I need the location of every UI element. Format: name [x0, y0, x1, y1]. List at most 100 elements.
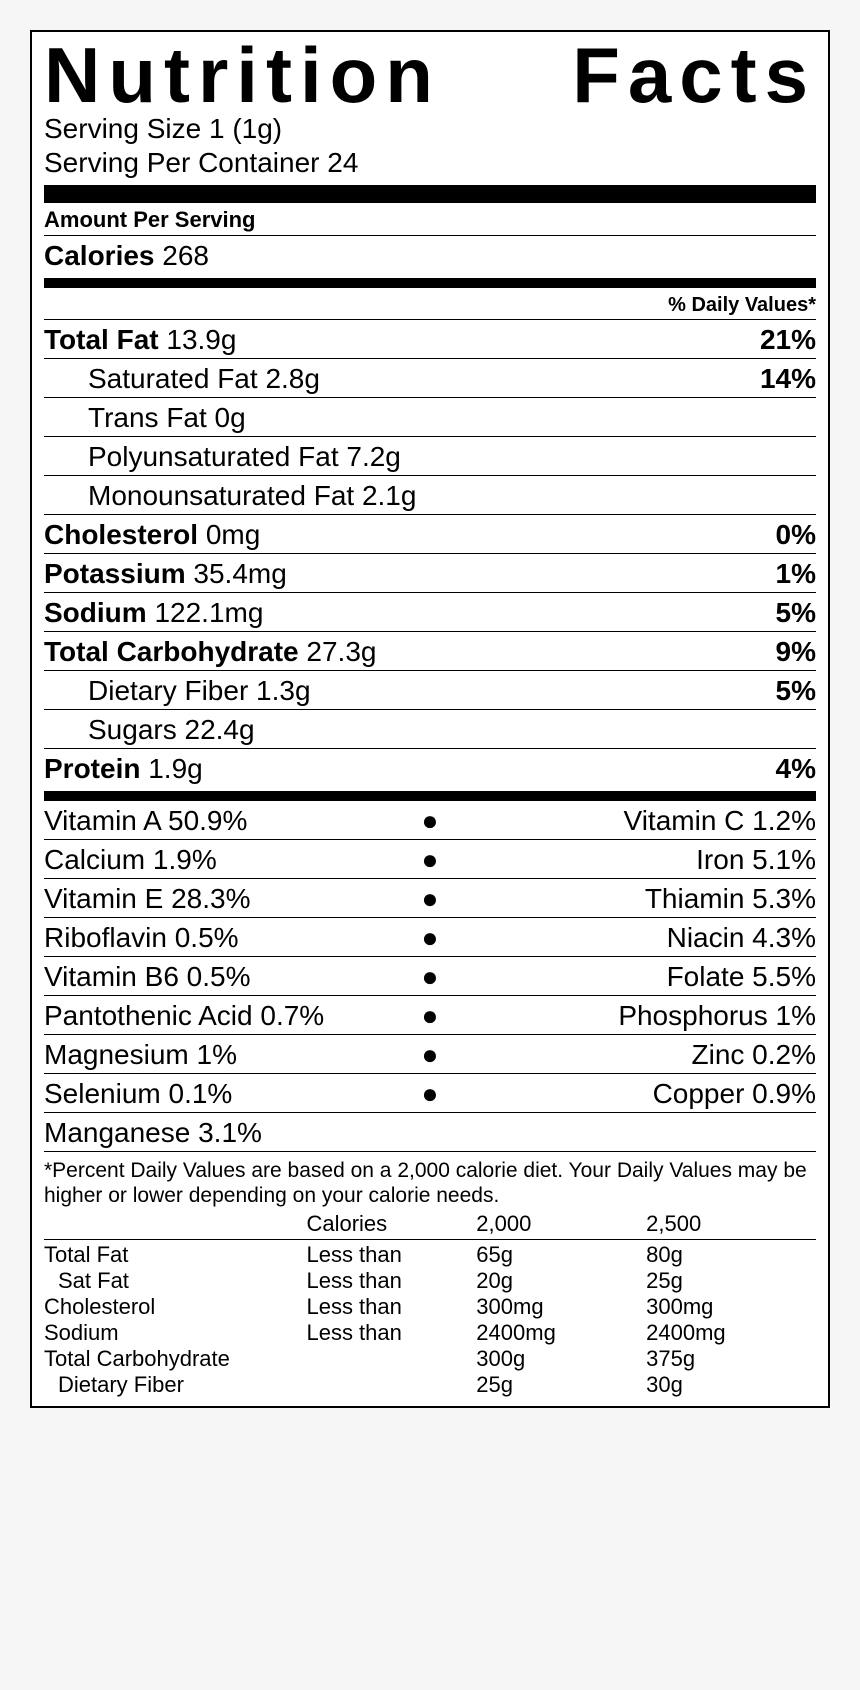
- nutrient-value: 35.4mg: [193, 558, 286, 589]
- calories-value: 268: [162, 240, 209, 271]
- nutrient-left: Total Fat 13.9g: [44, 324, 236, 356]
- nutrient-label: Monounsaturated Fat: [88, 480, 362, 511]
- panel-title: Nutrition Facts: [44, 38, 816, 112]
- ref-table-rows: Total FatLess than65g80gSat FatLess than…: [44, 1242, 816, 1398]
- footnote: *Percent Daily Values are based on a 2,0…: [44, 1152, 816, 1210]
- nutrient-label: Potassium: [44, 558, 193, 589]
- ref-c1: Cholesterol: [44, 1294, 306, 1320]
- ref-table-row: Dietary Fiber25g30g: [44, 1372, 816, 1398]
- ref-c1: Dietary Fiber: [44, 1372, 306, 1398]
- vitamin-right: Iron 5.1%: [440, 844, 816, 876]
- vitamin-row: Vitamin E 28.3%●Thiamin 5.3%: [44, 879, 816, 917]
- nutrient-label: Total Fat: [44, 324, 166, 355]
- nutrient-label: Sugars: [88, 714, 185, 745]
- ref-table-row: Total Carbohydrate 300g375g: [44, 1346, 816, 1372]
- nutrient-label: Cholesterol: [44, 519, 206, 550]
- dv-header: % Daily Values*: [44, 288, 816, 319]
- vitamins-list: Vitamin A 50.9%●Vitamin C 1.2%Calcium 1.…: [44, 801, 816, 1151]
- nutrient-row: Trans Fat 0g: [44, 398, 816, 436]
- nutrient-label: Total Carbohydrate: [44, 636, 306, 667]
- ref-h3: 2,000: [476, 1211, 646, 1237]
- calories-cell: Calories 268: [44, 240, 209, 272]
- servings-per-label: Serving Per Container: [44, 147, 319, 178]
- ref-c3: 300mg: [476, 1294, 646, 1320]
- ref-table-row: SodiumLess than2400mg2400mg: [44, 1320, 816, 1346]
- servings-per-value: 24: [327, 147, 358, 178]
- nutrient-left: Cholesterol 0mg: [44, 519, 260, 551]
- vitamin-left: Vitamin B6 0.5%: [44, 961, 420, 993]
- ref-c4: 375g: [646, 1346, 816, 1372]
- nutrient-row: Protein 1.9g 4%: [44, 749, 816, 787]
- nutrient-dv: 9%: [776, 636, 816, 668]
- bullet-icon: ●: [420, 1078, 440, 1110]
- vitamin-left: Vitamin E 28.3%: [44, 883, 420, 915]
- ref-c3: 65g: [476, 1242, 646, 1268]
- serving-size-value: 1 (1g): [209, 113, 282, 144]
- nutrient-dv: 14%: [760, 363, 816, 395]
- vitamin-row: Pantothenic Acid 0.7%●Phosphorus 1%: [44, 996, 816, 1034]
- nutrient-value: 2.8g: [265, 363, 320, 394]
- nutrient-left: Sugars 22.4g: [44, 714, 255, 746]
- vitamin-right: Copper 0.9%: [440, 1078, 816, 1110]
- vitamin-right: Folate 5.5%: [440, 961, 816, 993]
- nutrient-row: Total Fat 13.9g 21%: [44, 320, 816, 358]
- nutrient-label: Protein: [44, 753, 148, 784]
- nutrients-list: Total Fat 13.9g21%Saturated Fat 2.8g14%T…: [44, 319, 816, 787]
- vitamin-left: Manganese 3.1%: [44, 1117, 420, 1149]
- ref-c2: Less than: [306, 1294, 476, 1320]
- nutrient-left: Sodium 122.1mg: [44, 597, 263, 629]
- nutrient-dv: 5%: [776, 597, 816, 629]
- nutrient-label: Sodium: [44, 597, 154, 628]
- nutrient-value: 27.3g: [306, 636, 376, 667]
- nutrient-label: Polyunsaturated Fat: [88, 441, 346, 472]
- nutrient-row: Polyunsaturated Fat 7.2g: [44, 437, 816, 475]
- vitamin-row: Riboflavin 0.5%●Niacin 4.3%: [44, 918, 816, 956]
- ref-table-row: CholesterolLess than300mg300mg: [44, 1294, 816, 1320]
- ref-c1: Total Fat: [44, 1242, 306, 1268]
- vitamin-left: Magnesium 1%: [44, 1039, 420, 1071]
- vitamin-row: Calcium 1.9%●Iron 5.1%: [44, 840, 816, 878]
- reference-table: Calories 2,000 2,500 Total FatLess than6…: [44, 1211, 816, 1398]
- ref-c3: 2400mg: [476, 1320, 646, 1346]
- nutrient-left: Trans Fat 0g: [44, 402, 246, 434]
- ref-c1: Sat Fat: [44, 1268, 306, 1294]
- bullet-icon: ●: [420, 883, 440, 915]
- nutrient-label: Dietary Fiber: [88, 675, 256, 706]
- ref-c1: Sodium: [44, 1320, 306, 1346]
- nutrient-dv: 21%: [760, 324, 816, 356]
- vitamin-left: Calcium 1.9%: [44, 844, 420, 876]
- ref-h2: Calories: [306, 1211, 476, 1237]
- ref-c3: 300g: [476, 1346, 646, 1372]
- vitamin-row: Vitamin B6 0.5%●Folate 5.5%: [44, 957, 816, 995]
- nutrient-row: Monounsaturated Fat 2.1g: [44, 476, 816, 514]
- ref-c3: 20g: [476, 1268, 646, 1294]
- nutrient-value: 2.1g: [362, 480, 417, 511]
- bullet-icon: ●: [420, 805, 440, 837]
- nutrient-value: 1.9g: [148, 753, 203, 784]
- nutrient-dv: 4%: [776, 753, 816, 785]
- nutrient-left: Potassium 35.4mg: [44, 558, 287, 590]
- nutrient-left: Dietary Fiber 1.3g: [44, 675, 311, 707]
- ref-c2: Less than: [306, 1268, 476, 1294]
- ref-table-row: Sat FatLess than20g25g: [44, 1268, 816, 1294]
- divider-med: [44, 791, 816, 801]
- vitamin-row: Magnesium 1%●Zinc 0.2%: [44, 1035, 816, 1073]
- nutrient-left: Polyunsaturated Fat 7.2g: [44, 441, 401, 473]
- bullet-icon: ●: [420, 844, 440, 876]
- nutrient-left: Total Carbohydrate 27.3g: [44, 636, 376, 668]
- nutrient-dv: 0%: [776, 519, 816, 551]
- ref-c3: 25g: [476, 1372, 646, 1398]
- ref-table-header: Calories 2,000 2,500: [44, 1211, 816, 1240]
- divider-thick: [44, 185, 816, 203]
- nutrient-row: Sodium 122.1mg 5%: [44, 593, 816, 631]
- ref-c1: Total Carbohydrate: [44, 1346, 306, 1372]
- ref-c2: [306, 1372, 476, 1398]
- ref-c4: 80g: [646, 1242, 816, 1268]
- bullet-icon: ●: [420, 961, 440, 993]
- ref-table-row: Total FatLess than65g80g: [44, 1242, 816, 1268]
- vitamin-left: Vitamin A 50.9%: [44, 805, 420, 837]
- bullet-icon: ●: [420, 1039, 440, 1071]
- vitamin-row: Vitamin A 50.9%●Vitamin C 1.2%: [44, 801, 816, 839]
- calories-label: Calories: [44, 240, 155, 271]
- vitamin-right: Phosphorus 1%: [440, 1000, 816, 1032]
